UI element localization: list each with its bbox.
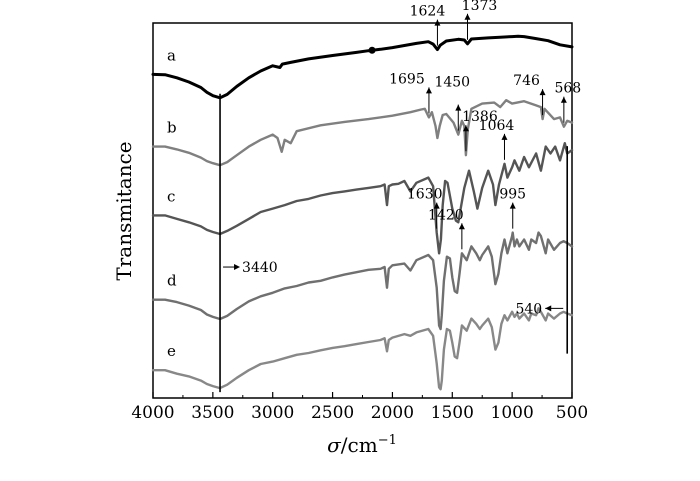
annotation-arrow-head-568: [560, 96, 567, 103]
x-axis-unit: /cm: [341, 433, 378, 457]
annotation-568: 568: [554, 81, 581, 123]
annotation-label-1450: 1450: [434, 75, 470, 91]
annotation-arrow-head-1064: [501, 133, 508, 140]
x-tick-label-2500: 2500: [311, 403, 354, 423]
plot-frame: [152, 22, 573, 399]
annotation-label-1630: 1630: [407, 187, 443, 203]
annotation-label-540: 540: [515, 301, 542, 317]
x-tick-label-500: 500: [556, 403, 588, 423]
annotation-label-1373: 1373: [462, 0, 498, 14]
annotation-540: 540: [515, 301, 564, 317]
series-c-line: [151, 142, 574, 255]
series-b-label: b: [167, 119, 177, 137]
annotation-1064: 1064: [479, 118, 515, 160]
series-d-line: [151, 231, 574, 331]
annotation-label-1695: 1695: [389, 71, 425, 87]
annotation-arrow-head-1373: [464, 13, 471, 20]
x-tick-label-2000: 2000: [371, 403, 414, 423]
series-d-label: d: [167, 272, 177, 290]
annotation-arrow-head-1420: [458, 223, 465, 230]
annotation-1373: 1373: [462, 0, 498, 40]
annotation-arrow-head-1695: [425, 87, 432, 94]
annotations: 1624 1373 1695 1450 1386 746 568 1630 1064 1420 99…: [223, 0, 581, 317]
annotation-arrow-head-1630: [433, 202, 440, 209]
x-tick-label-3500: 3500: [191, 403, 234, 423]
annotation-3440: 3440: [223, 260, 278, 276]
annotation-arrow-head-746: [539, 89, 546, 96]
reference-lines: [219, 93, 569, 393]
annotation-1386: 1386: [462, 109, 498, 152]
annotation-label-995: 995: [499, 187, 526, 203]
series-e-line: [151, 307, 574, 391]
series-c-label: c: [167, 187, 175, 205]
x-tick-label-3000: 3000: [251, 403, 294, 423]
annotation-746: 746: [513, 73, 546, 116]
annotation-1450: 1450: [434, 75, 470, 131]
series-b-line: [151, 99, 574, 167]
annotation-1630: 1630: [407, 187, 443, 229]
annotation-label-1064: 1064: [479, 118, 515, 134]
series-layer: a b c d e: [151, 34, 574, 391]
x-axis-symbol: σ: [327, 433, 342, 457]
annotation-1624: 1624: [410, 4, 446, 46]
x-axis-title: σ/cm−1: [327, 433, 397, 457]
x-axis-exponent: −1: [378, 433, 397, 448]
x-axis: 4000 3500 3000 2500 2000 1500 1000 500: [131, 392, 588, 423]
annotation-995: 995: [499, 187, 526, 229]
annotation-arrow-head-1386: [462, 125, 469, 132]
annotation-label-1386: 1386: [462, 109, 498, 125]
series-a-label: a: [167, 46, 176, 64]
annotation-label-3440: 3440: [242, 260, 278, 276]
series-e-label: e: [167, 342, 176, 360]
series-a-line: [151, 34, 574, 100]
annotation-arrow-head-3440: [234, 264, 241, 271]
series-a-marker: [368, 46, 376, 54]
x-tick-label-1000: 1000: [491, 403, 534, 423]
y-axis-title: Transmitance: [112, 141, 136, 280]
annotation-arrow-head-540: [545, 305, 552, 312]
annotation-arrow-head-995: [509, 202, 516, 209]
x-tick-label-1500: 1500: [431, 403, 474, 423]
annotation-1420: 1420: [428, 207, 465, 250]
annotation-label-1420: 1420: [428, 207, 464, 223]
annotation-label-1624: 1624: [410, 4, 446, 20]
annotation-label-746: 746: [513, 73, 540, 89]
annotation-arrow-head-1450: [455, 104, 462, 111]
annotation-label-568: 568: [554, 81, 581, 97]
x-tick-label-4000: 4000: [131, 403, 174, 423]
annotation-1695: 1695: [389, 71, 432, 114]
annotation-arrow-head-1624: [434, 19, 441, 26]
